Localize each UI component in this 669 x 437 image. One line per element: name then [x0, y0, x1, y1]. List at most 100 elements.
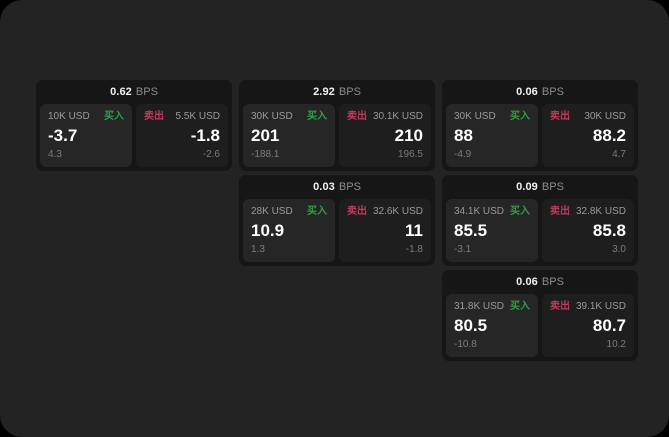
buy-size-label: 34.1K USD	[454, 206, 505, 217]
sell-size-label: 5.5K USD	[175, 111, 220, 122]
sell-panel[interactable]: 卖出 30.1K USD 210 196.5	[339, 104, 431, 167]
buy-sub-value: -3.1	[454, 244, 472, 255]
bps-unit: BPS	[541, 86, 564, 98]
card-header: 0.09 BPS	[442, 175, 638, 199]
sell-panel[interactable]: 卖出 5.5K USD -1.8 -2.6	[136, 104, 228, 167]
sell-panel-top: 卖出 5.5K USD	[144, 111, 220, 123]
buy-side-label: 买入	[104, 111, 124, 122]
card-panels: 30K USD 买入 201 -188.1 卖出 30.1K USD 210 1…	[239, 104, 435, 171]
sell-panel[interactable]: 卖出 30K USD 88.2 4.7	[542, 104, 634, 167]
card-header: 0.03 BPS	[239, 175, 435, 199]
bps-unit: BPS	[135, 86, 158, 98]
card-panels: 34.1K USD 买入 85.5 -3.1 卖出 32.8K USD 85.8…	[442, 199, 638, 266]
sell-panel[interactable]: 卖出 32.8K USD 85.8 3.0	[542, 199, 634, 262]
bps-unit: BPS	[338, 181, 361, 193]
buy-panel-top: 30K USD 买入	[251, 111, 327, 123]
buy-sub-value: -188.1	[251, 149, 280, 160]
buy-main-value: 85.5	[454, 221, 488, 240]
bps-value: 0.62	[110, 86, 132, 98]
buy-panel[interactable]: 30K USD 买入 201 -188.1	[243, 104, 335, 167]
bps-value: 0.06	[516, 276, 538, 288]
buy-size-label: 31.8K USD	[454, 301, 505, 312]
buy-panel-top: 10K USD 买入	[48, 111, 124, 123]
buy-panel-top: 30K USD 买入	[454, 111, 530, 123]
card-column-3: 0.06 BPS 30K USD 买入 88 -4.9 卖出	[442, 80, 638, 361]
buy-main-value: 88	[454, 126, 473, 145]
buy-size-label: 28K USD	[251, 206, 293, 217]
sell-side-label: 卖出	[550, 206, 570, 217]
buy-sub-value: -10.8	[454, 339, 477, 350]
buy-main-value: 10.9	[251, 221, 285, 240]
bps-value: 0.09	[516, 181, 538, 193]
sell-panel[interactable]: 卖出 32.6K USD 11 -1.8	[339, 199, 431, 262]
spread-card[interactable]: 0.06 BPS 30K USD 买入 88 -4.9 卖出	[442, 80, 638, 171]
buy-size-label: 30K USD	[454, 111, 496, 122]
card-header: 0.06 BPS	[442, 80, 638, 104]
card-panels: 30K USD 买入 88 -4.9 卖出 30K USD 88.2 4.7	[442, 104, 638, 171]
sell-panel-top: 卖出 32.8K USD	[550, 206, 626, 218]
sell-side-label: 卖出	[347, 206, 367, 217]
sell-side-label: 卖出	[550, 111, 570, 122]
sell-sub-value: 196.5	[397, 149, 423, 160]
sell-main-value: 85.8	[592, 221, 626, 240]
buy-size-label: 30K USD	[251, 111, 293, 122]
sell-size-label: 32.6K USD	[372, 206, 423, 217]
buy-side-label: 买入	[307, 206, 327, 217]
spread-card[interactable]: 0.03 BPS 28K USD 买入 10.9 1.3 卖出	[239, 175, 435, 266]
card-panels: 10K USD 买入 -3.7 4.3 卖出 5.5K USD -1.8 -2.…	[36, 104, 232, 171]
card-panels: 28K USD 买入 10.9 1.3 卖出 32.6K USD 11 -1.8	[239, 199, 435, 266]
card-header: 2.92 BPS	[239, 80, 435, 104]
buy-main-value: 201	[251, 126, 280, 145]
bps-unit: BPS	[541, 181, 564, 193]
bps-value: 0.06	[516, 86, 538, 98]
buy-panel[interactable]: 31.8K USD 买入 80.5 -10.8	[446, 294, 538, 357]
sell-size-label: 30K USD	[584, 111, 626, 122]
bps-unit: BPS	[338, 86, 361, 98]
card-panels: 31.8K USD 买入 80.5 -10.8 卖出 39.1K USD 80.…	[442, 294, 638, 361]
sell-sub-value: -2.6	[202, 149, 220, 160]
buy-panel[interactable]: 10K USD 买入 -3.7 4.3	[40, 104, 132, 167]
bps-value: 0.03	[313, 181, 335, 193]
sell-size-label: 39.1K USD	[575, 301, 626, 312]
spread-card[interactable]: 2.92 BPS 30K USD 买入 201 -188.1 卖出	[239, 80, 435, 171]
bps-value: 2.92	[313, 86, 335, 98]
sell-main-value: 88.2	[592, 126, 626, 145]
card-header: 0.62 BPS	[36, 80, 232, 104]
buy-panel-top: 34.1K USD 买入	[454, 206, 530, 218]
card-header: 0.06 BPS	[442, 270, 638, 294]
buy-sub-value: 4.3	[48, 149, 62, 160]
sell-size-label: 32.8K USD	[575, 206, 626, 217]
sell-sub-value: 3.0	[612, 244, 626, 255]
buy-panel-top: 31.8K USD 买入	[454, 301, 530, 313]
buy-sub-value: -4.9	[454, 149, 472, 160]
sell-sub-value: -1.8	[405, 244, 423, 255]
sell-panel-top: 卖出 30K USD	[550, 111, 626, 123]
sell-main-value: 11	[405, 221, 423, 240]
buy-panel[interactable]: 34.1K USD 买入 85.5 -3.1	[446, 199, 538, 262]
sell-panel-top: 卖出 32.6K USD	[347, 206, 423, 218]
buy-panel-top: 28K USD 买入	[251, 206, 327, 218]
buy-side-label: 买入	[510, 301, 530, 312]
sell-size-label: 30.1K USD	[372, 111, 423, 122]
buy-size-label: 10K USD	[48, 111, 90, 122]
buy-panel[interactable]: 28K USD 买入 10.9 1.3	[243, 199, 335, 262]
spread-card-board: 0.62 BPS 10K USD 买入 -3.7 4.3 卖出	[36, 80, 638, 390]
sell-side-label: 卖出	[347, 111, 367, 122]
sell-main-value: -1.8	[190, 126, 220, 145]
buy-side-label: 买入	[510, 111, 530, 122]
buy-side-label: 买入	[307, 111, 327, 122]
card-column-2: 2.92 BPS 30K USD 买入 201 -188.1 卖出	[239, 80, 435, 266]
sell-sub-value: 10.2	[606, 339, 626, 350]
sell-main-value: 210	[394, 126, 423, 145]
sell-sub-value: 4.7	[612, 149, 626, 160]
spread-card[interactable]: 0.06 BPS 31.8K USD 买入 80.5 -10.8 卖	[442, 270, 638, 361]
sell-side-label: 卖出	[550, 301, 570, 312]
spread-card[interactable]: 0.62 BPS 10K USD 买入 -3.7 4.3 卖出	[36, 80, 232, 171]
card-column-1: 0.62 BPS 10K USD 买入 -3.7 4.3 卖出	[36, 80, 232, 171]
buy-panel[interactable]: 30K USD 买入 88 -4.9	[446, 104, 538, 167]
sell-panel[interactable]: 卖出 39.1K USD 80.7 10.2	[542, 294, 634, 357]
buy-main-value: -3.7	[48, 126, 78, 145]
buy-sub-value: 1.3	[251, 244, 265, 255]
sell-main-value: 80.7	[592, 316, 626, 335]
spread-card[interactable]: 0.09 BPS 34.1K USD 买入 85.5 -3.1 卖出	[442, 175, 638, 266]
